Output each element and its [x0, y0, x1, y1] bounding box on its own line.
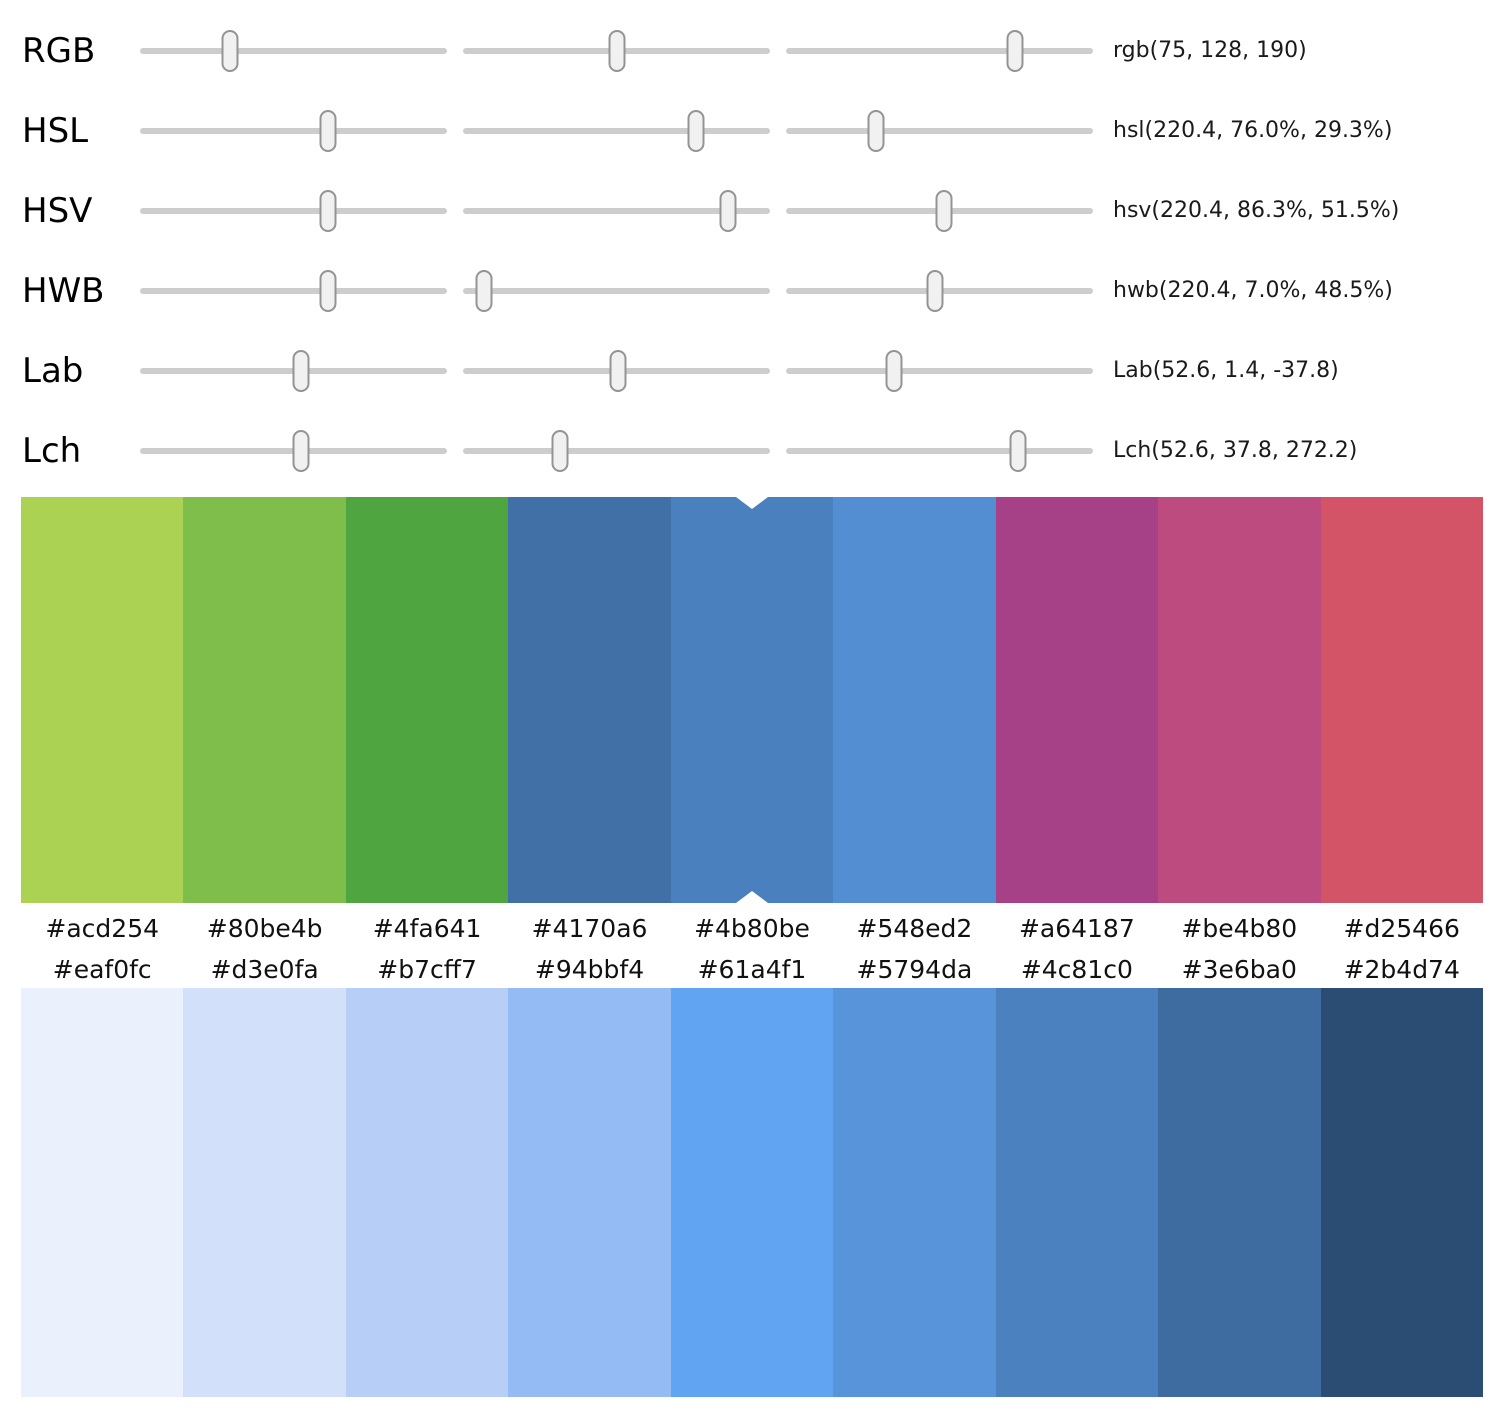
hsl-value-readout: hsl(220.4, 76.0%, 29.3%): [1113, 118, 1393, 143]
lab-a-slider-thumb[interactable]: [609, 350, 627, 392]
slider-row-hsv: HSV hsv(220.4, 86.3%, 51.5%): [0, 181, 1501, 241]
shade-hex-label-5: #61a4f1: [697, 955, 807, 984]
slider-row-rgb: RGB rgb(75, 128, 190): [0, 21, 1501, 81]
shade-palette: [21, 988, 1483, 1397]
lch-chroma-slider-track[interactable]: [463, 430, 770, 472]
hue-swatch-2[interactable]: [183, 497, 346, 903]
hwb-blackness-slider-track[interactable]: [786, 270, 1093, 312]
slider-row-label-hwb: HWB: [22, 271, 105, 311]
shade-hex-label-9: #2b4d74: [1343, 955, 1460, 984]
lch-l-slider-thumb[interactable]: [292, 430, 310, 472]
hsv-saturation-slider-track[interactable]: [463, 190, 770, 232]
lch-value-readout: Lch(52.6, 37.8, 272.2): [1113, 438, 1358, 463]
slider-row-label-rgb: RGB: [22, 31, 96, 71]
hwb-blackness-slider-thumb[interactable]: [926, 270, 944, 312]
shade-swatch-8[interactable]: [1158, 988, 1321, 1397]
shade-hex-label-1: #eaf0fc: [52, 955, 152, 984]
hsv-value-readout: hsv(220.4, 86.3%, 51.5%): [1113, 198, 1400, 223]
hwb-whiteness-slider-thumb[interactable]: [475, 270, 493, 312]
hsl-saturation-slider-track[interactable]: [463, 110, 770, 152]
hue-swatch-1[interactable]: [21, 497, 184, 903]
selected-swatch-notch-bottom-icon: [736, 891, 768, 903]
hue-hex-label-3: #4fa641: [372, 914, 482, 943]
shade-swatch-9[interactable]: [1320, 988, 1483, 1397]
hwb-hue-slider-thumb[interactable]: [319, 270, 337, 312]
slider-row-hsl: HSL hsl(220.4, 76.0%, 29.3%): [0, 101, 1501, 161]
hue-swatch-3[interactable]: [345, 497, 509, 903]
hue-swatch-4[interactable]: [508, 497, 671, 903]
hue-hex-label-6: #548ed2: [856, 914, 973, 943]
hsl-hue-slider-thumb[interactable]: [319, 110, 337, 152]
lab-l-slider-track[interactable]: [140, 350, 447, 392]
shade-swatch-1[interactable]: [21, 988, 184, 1397]
rgb-green-slider-thumb[interactable]: [608, 30, 626, 72]
rgb-value-readout: rgb(75, 128, 190): [1113, 38, 1307, 63]
lch-chroma-slider-thumb[interactable]: [551, 430, 569, 472]
slider-row-hwb: HWB hwb(220.4, 7.0%, 48.5%): [0, 261, 1501, 321]
shade-hex-label-6: #5794da: [856, 955, 973, 984]
hwb-whiteness-slider-track[interactable]: [463, 270, 770, 312]
hsv-hue-slider-track[interactable]: [140, 190, 447, 232]
hue-swatch-6[interactable]: [833, 497, 996, 903]
shade-palette-hex-labels: #eaf0fc #d3e0fa #b7cff7 #94bbf4 #61a4f1 …: [21, 951, 1483, 989]
hue-hex-label-5: #4b80be: [694, 914, 810, 943]
lab-value-readout: Lab(52.6, 1.4, -37.8): [1113, 358, 1339, 383]
hue-hex-label-1: #acd254: [45, 914, 160, 943]
shade-hex-label-8: #3e6ba0: [1181, 955, 1297, 984]
hsv-value-slider-thumb[interactable]: [935, 190, 953, 232]
selected-swatch-notch-top-icon: [736, 497, 768, 509]
lch-hue-slider-thumb[interactable]: [1009, 430, 1027, 472]
lch-l-slider-track[interactable]: [140, 430, 447, 472]
hue-palette: [21, 497, 1483, 903]
shade-swatch-2[interactable]: [183, 988, 346, 1397]
slider-row-lch: Lch Lch(52.6, 37.8, 272.2): [0, 421, 1501, 481]
hue-hex-label-2: #80be4b: [206, 914, 323, 943]
lch-hue-slider-track[interactable]: [786, 430, 1093, 472]
shade-hex-label-7: #4c81c0: [1020, 955, 1133, 984]
hue-hex-label-4: #4170a6: [531, 914, 648, 943]
shade-swatch-3[interactable]: [345, 988, 509, 1397]
rgb-red-slider-track[interactable]: [140, 30, 447, 72]
hue-swatch-8[interactable]: [1158, 497, 1321, 903]
lab-l-slider-thumb[interactable]: [292, 350, 310, 392]
hsl-lightness-slider-track[interactable]: [786, 110, 1093, 152]
hsl-lightness-slider-thumb[interactable]: [867, 110, 885, 152]
shade-hex-label-4: #94bbf4: [534, 955, 645, 984]
shade-swatch-7[interactable]: [995, 988, 1159, 1397]
rgb-blue-slider-track[interactable]: [786, 30, 1093, 72]
shade-swatch-4[interactable]: [508, 988, 671, 1397]
hsv-hue-slider-thumb[interactable]: [319, 190, 337, 232]
hue-swatch-7[interactable]: [995, 497, 1159, 903]
hsv-value-slider-track[interactable]: [786, 190, 1093, 232]
shade-swatch-6[interactable]: [833, 988, 996, 1397]
hue-swatch-5-selected[interactable]: [670, 497, 834, 903]
hsv-saturation-slider-thumb[interactable]: [719, 190, 737, 232]
slider-row-label-hsv: HSV: [22, 191, 93, 231]
shade-hex-label-2: #d3e0fa: [210, 955, 319, 984]
hue-hex-label-9: #d25466: [1343, 914, 1460, 943]
slider-row-label-lab: Lab: [22, 351, 84, 391]
slider-row-label-lch: Lch: [22, 431, 82, 471]
hue-palette-hex-labels: #acd254 #80be4b #4fa641 #4170a6 #4b80be …: [21, 910, 1483, 948]
shade-swatch-5[interactable]: [670, 988, 834, 1397]
hwb-hue-slider-track[interactable]: [140, 270, 447, 312]
rgb-blue-slider-thumb[interactable]: [1006, 30, 1024, 72]
lab-a-slider-track[interactable]: [463, 350, 770, 392]
hsl-hue-slider-track[interactable]: [140, 110, 447, 152]
slider-row-lab: Lab Lab(52.6, 1.4, -37.8): [0, 341, 1501, 401]
hwb-value-readout: hwb(220.4, 7.0%, 48.5%): [1113, 278, 1393, 303]
hue-swatch-9[interactable]: [1320, 497, 1483, 903]
slider-row-label-hsl: HSL: [22, 111, 89, 151]
rgb-green-slider-track[interactable]: [463, 30, 770, 72]
hue-hex-label-7: #a64187: [1018, 914, 1135, 943]
hue-hex-label-8: #be4b80: [1181, 914, 1298, 943]
lab-b-slider-track[interactable]: [786, 350, 1093, 392]
rgb-red-slider-thumb[interactable]: [221, 30, 239, 72]
lab-b-slider-thumb[interactable]: [885, 350, 903, 392]
shade-hex-label-3: #b7cff7: [377, 955, 477, 984]
hsl-saturation-slider-thumb[interactable]: [687, 110, 705, 152]
